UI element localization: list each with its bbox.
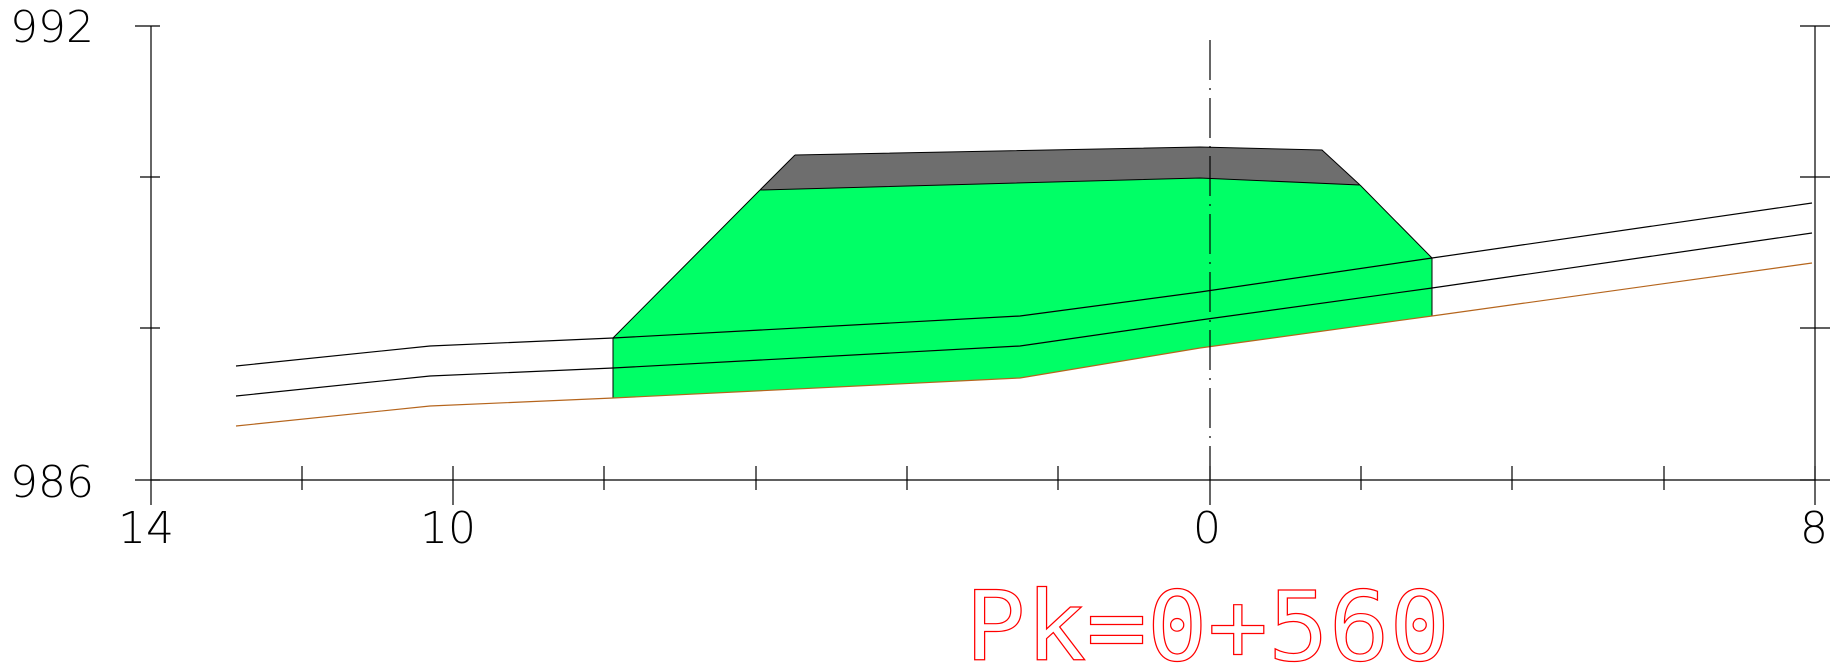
pk-station-label: Pk=0+560	[965, 571, 1450, 670]
embankment-fill	[613, 178, 1432, 398]
right-axis	[1800, 25, 1830, 481]
offset-right-label: 8	[1800, 503, 1828, 554]
offset-left-label: 14	[118, 503, 174, 554]
terrain-line-middle	[235, 232, 1813, 397]
ground-line	[235, 262, 1813, 427]
elevation-max-label: 992	[10, 2, 94, 53]
terrain-line-upper	[235, 202, 1813, 367]
offset-center-label: 0	[1193, 503, 1221, 554]
elevation-min-label: 986	[10, 457, 94, 508]
bottom-axis	[150, 466, 1816, 505]
left-axis	[135, 25, 160, 481]
offset-mid-left-label: 10	[420, 503, 476, 554]
